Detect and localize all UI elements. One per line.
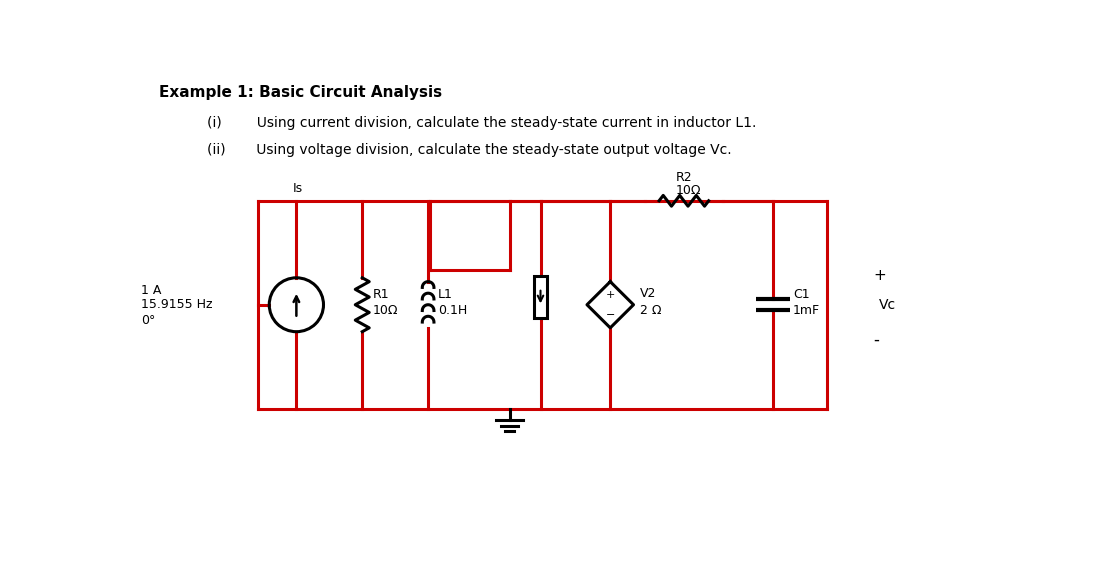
Text: V2: V2 [640, 287, 656, 301]
Text: 1 A: 1 A [142, 285, 162, 297]
Text: +: + [606, 290, 615, 301]
Text: 10Ω: 10Ω [372, 304, 398, 317]
Text: 1mF: 1mF [793, 304, 821, 317]
Text: (i)        Using current division, calculate the steady-state current in inducto: (i) Using current division, calculate th… [207, 116, 757, 130]
Text: 2 Ω: 2 Ω [640, 304, 661, 317]
Text: 10Ω: 10Ω [676, 184, 702, 198]
Text: R2: R2 [676, 171, 693, 184]
Text: −: − [606, 310, 615, 320]
Text: C1: C1 [793, 288, 810, 301]
Text: 0.1H: 0.1H [438, 304, 468, 317]
Text: L1: L1 [438, 288, 453, 301]
Text: 15.9155 Hz: 15.9155 Hz [142, 298, 213, 311]
Text: Example 1: Basic Circuit Analysis: Example 1: Basic Circuit Analysis [160, 85, 442, 100]
Text: Is: Is [293, 181, 303, 195]
Text: +: + [873, 268, 887, 283]
Text: 0°: 0° [142, 314, 156, 327]
Text: Vc: Vc [879, 298, 896, 312]
Bar [534, 276, 548, 318]
Text: (ii)       Using voltage division, calculate the steady-state output voltage Vc.: (ii) Using voltage division, calculate t… [207, 143, 732, 157]
Text: R1: R1 [372, 288, 389, 301]
Text: -: - [873, 331, 880, 348]
